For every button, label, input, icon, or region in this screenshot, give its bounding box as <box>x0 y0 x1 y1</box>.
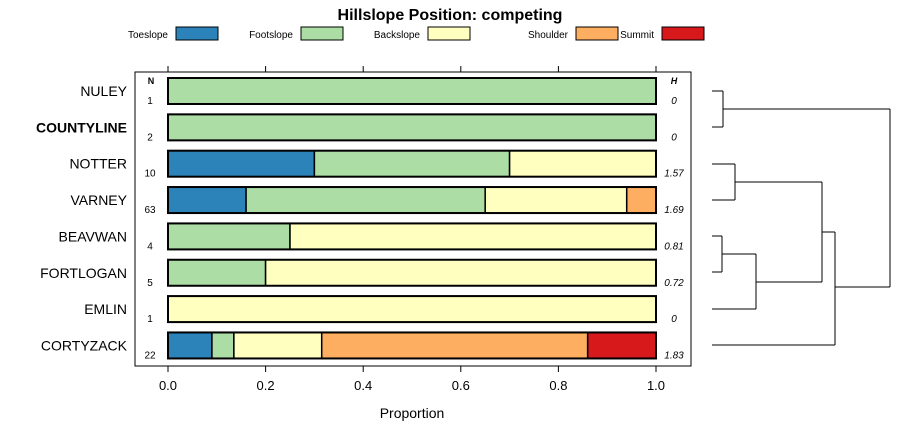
bar-segment-beavwan-footslope <box>167 222 291 251</box>
legend-swatch-backslope <box>427 26 471 41</box>
row-entropy: 1.83 <box>664 350 684 361</box>
bar-segment-varney-backslope <box>484 186 628 214</box>
row-entropy: 1.69 <box>664 205 684 216</box>
row-label-nuley: NULEY <box>80 83 127 99</box>
row-entropy: 0 <box>671 96 677 107</box>
legend-swatch-shoulder <box>575 26 619 41</box>
row-count: 63 <box>144 205 156 216</box>
row-count: 10 <box>144 169 156 180</box>
bar-segment-varney-toeslope <box>167 186 247 214</box>
x-tick-label: 0.0 <box>159 378 177 393</box>
bar-segment-emlin-backslope <box>167 295 657 323</box>
bar-segment-beavwan-backslope <box>289 222 657 251</box>
legend-swatch-summit <box>661 26 705 41</box>
legend-label-shoulder: Shoulder <box>528 30 569 41</box>
row-count: 2 <box>147 132 153 143</box>
row-count: 5 <box>147 278 153 289</box>
row-label-fortlogan: FORTLOGAN <box>40 265 127 281</box>
row-entropy: 0 <box>671 132 677 143</box>
bar-outline-emlin <box>167 295 657 324</box>
x-tick-label: 0.4 <box>354 378 372 393</box>
x-tick-label: 0.6 <box>452 378 470 393</box>
bar-segment-notter-footslope <box>313 149 511 178</box>
bar-segment-varney-shoulder <box>625 186 657 214</box>
legend-label-backslope: Backslope <box>374 30 421 41</box>
entropy-header: H <box>671 76 678 86</box>
row-label-countyline: COUNTYLINE <box>36 119 127 135</box>
row-count: 1 <box>147 96 153 107</box>
row-entropy: 0 <box>671 314 677 325</box>
row-label-notter: NOTTER <box>69 156 127 172</box>
chart-title: Hillslope Position: competing <box>338 7 563 24</box>
row-entropy: 0.72 <box>664 278 684 289</box>
bar-outline-countyline <box>167 113 657 142</box>
legend-label-footslope: Footslope <box>249 30 293 41</box>
row-label-emlin: EMLIN <box>84 301 127 317</box>
legend-swatch-footslope <box>300 26 344 41</box>
row-label-cortyzack: CORTYZACK <box>41 337 128 353</box>
x-tick-label: 0.2 <box>257 378 275 393</box>
bar-outline-varney <box>167 186 657 215</box>
bar-segment-cortyzack-backslope <box>233 331 323 360</box>
bar-segment-cortyzack-footslope <box>211 331 235 360</box>
bar-segment-notter-backslope <box>508 149 657 178</box>
row-count: 1 <box>147 314 153 325</box>
legend-label-toeslope: Toeslope <box>128 30 168 41</box>
row-label-beavwan: BEAVWAN <box>59 228 127 244</box>
legend-label-summit: Summit <box>620 30 654 41</box>
dendrogram <box>712 90 891 346</box>
row-entropy: 0.81 <box>664 241 683 252</box>
bar-segment-varney-footslope <box>245 186 486 214</box>
legend: Toeslope Footslope Backslope Shoulder Summit <box>128 26 705 41</box>
bar-segment-cortyzack-summit <box>586 331 657 360</box>
bar-outline-cortyzack <box>167 331 657 360</box>
row-label-varney: VARNEY <box>70 192 127 208</box>
bar-segment-cortyzack-shoulder <box>320 331 589 360</box>
bar-segment-cortyzack-toeslope <box>167 331 213 360</box>
bar-outline-beavwan <box>167 222 657 251</box>
bar-segment-fortlogan-footslope <box>167 259 267 287</box>
plot-frame <box>134 71 692 367</box>
x-tick-label: 0.8 <box>549 378 567 393</box>
bar-outline-fortlogan <box>167 258 657 287</box>
count-header: N <box>148 76 155 86</box>
bar-segment-fortlogan-backslope <box>264 259 657 287</box>
bar-segment-nuley-footslope <box>167 77 657 105</box>
bar-outline-nuley <box>167 77 657 105</box>
x-tick-label: 1.0 <box>647 378 665 393</box>
row-entropy: 1.57 <box>664 169 684 180</box>
row-count: 22 <box>144 350 156 361</box>
x-axis-label: Proportion <box>380 405 445 421</box>
legend-swatch-toeslope <box>175 26 219 41</box>
bar-segment-notter-toeslope <box>167 149 316 178</box>
bar-segment-countyline-footslope <box>167 113 657 142</box>
bar-outline-notter <box>167 149 657 178</box>
row-count: 4 <box>147 241 153 252</box>
